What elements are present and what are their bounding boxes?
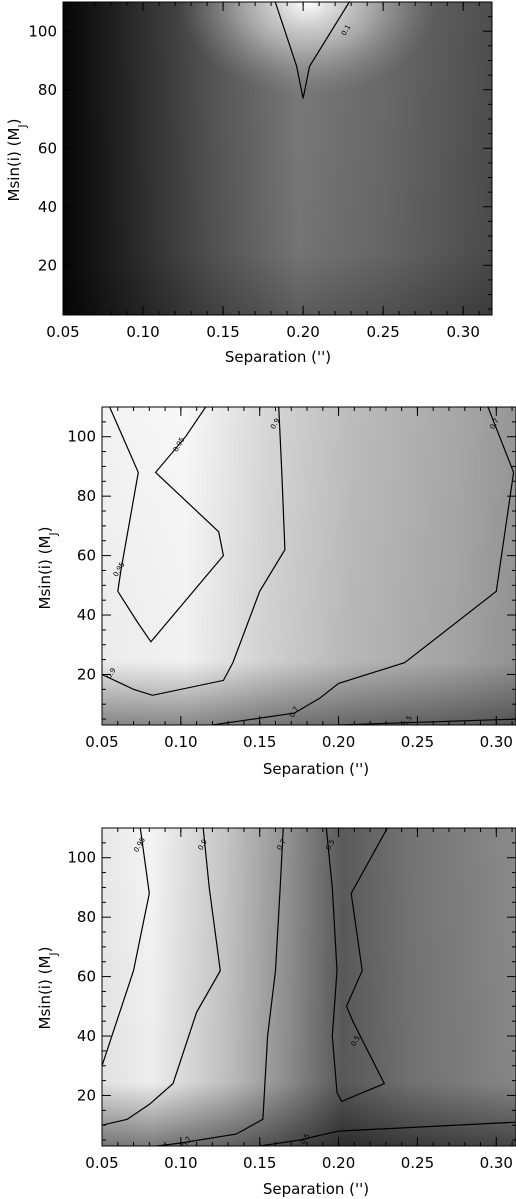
y-tick-label: 20 [77,665,96,683]
contour-layer: 0.95 0.9 0.70.70.50.50.5 [102,828,516,1149]
x-tick-label: 0.05 [85,733,118,751]
y-tick-label: 60 [77,968,96,986]
chart-panel-2: 0.950.950.90.90.70.70.5 0.05 0.10 0.15 0.20… [36,406,516,778]
y-tick-label: 100 [67,849,96,867]
contour-line-0-5 [259,1121,516,1146]
x-tick-label: 0.10 [164,1154,197,1172]
x-axis-label: Separation ('') [263,1180,369,1198]
heatmap-background [102,828,516,1146]
contour-label: 0.7 [181,1135,193,1149]
y-tick-label: 40 [77,1027,96,1045]
x-tick-label: 0.15 [243,733,276,751]
y-tick-label: 40 [77,606,96,624]
y-axis-label: Msin(i) (MJ) [5,119,29,202]
heatmap-background [102,407,516,725]
contour-line-0-1 [274,2,351,99]
tick-marks [101,827,516,1146]
y-axis-label: Msin(i) (MJ) [36,947,60,1030]
x-tick-label: 0.25 [401,1154,434,1172]
y-axis-label: Msin(i) (MJ) [36,527,60,610]
x-axis-label: Separation ('') [263,760,369,778]
y-tick-labels: 20 40 60 80 100 [67,849,96,1105]
x-tick-label: 0.30 [446,323,479,341]
y-tick-label: 20 [38,256,57,274]
x-tick-label: 0.20 [322,1154,355,1172]
x-tick-labels: 0.05 0.10 0.15 0.20 0.25 0.30 [46,323,480,341]
y-tick-label: 100 [67,428,96,446]
x-tick-label: 0.25 [401,733,434,751]
x-tick-label: 0.20 [286,323,319,341]
x-axis-label: Separation ('') [225,348,331,366]
y-tick-label: 40 [38,198,57,216]
x-tick-label: 0.25 [366,323,399,341]
tick-marks [101,406,516,725]
plot-frame [101,406,516,726]
contour-line-0-95 [108,407,225,643]
x-tick-label: 0.05 [85,1154,118,1172]
y-tick-label: 80 [77,487,96,505]
contour-label: 0.5 [402,714,414,728]
x-tick-label: 0.30 [480,1154,513,1172]
x-tick-labels: 0.05 0.10 0.15 0.20 0.25 0.30 [85,733,513,751]
y-tick-label: 100 [28,22,57,40]
y-tick-label: 20 [77,1086,96,1104]
chart-panel-3: 0.95 0.9 0.70.70.50.50.5 0.05 0.10 0.15 0.20 0… [36,827,516,1198]
y-tick-label: 80 [77,908,96,926]
plot-frame [101,827,516,1147]
tick-marks [62,1,492,315]
y-tick-label: 60 [38,139,57,157]
x-tick-label: 0.15 [243,1154,276,1172]
x-tick-label: 0.10 [164,733,197,751]
heatmap-background [63,2,492,315]
y-tick-labels: 20 40 60 80 100 [28,22,57,274]
x-tick-labels: 0.05 0.10 0.15 0.20 0.25 0.30 [85,1154,513,1172]
x-tick-label: 0.30 [480,733,513,751]
contour-line-0-5 [325,828,389,1103]
contour-line-0-5 [338,718,516,725]
x-tick-label: 0.20 [322,733,355,751]
chart-panel-1: 0.1 0.05 0.10 0.15 0.20 0.25 0.30 20406080100… [5,1,493,366]
x-tick-label: 0.15 [206,323,239,341]
x-tick-label: 0.10 [126,323,159,341]
y-tick-labels: 20 40 60 80 100 [67,428,96,684]
y-tick-label: 60 [77,547,96,565]
contour-line-0-95 [102,828,150,1066]
contour-line-0-7 [157,828,284,1146]
contour-line-0-7 [212,407,515,725]
plot-frame [62,1,493,316]
y-tick-label: 80 [38,81,57,99]
contour-line-0-9 [102,828,221,1126]
contour-line-0-9 [102,407,286,696]
x-tick-label: 0.05 [46,323,79,341]
